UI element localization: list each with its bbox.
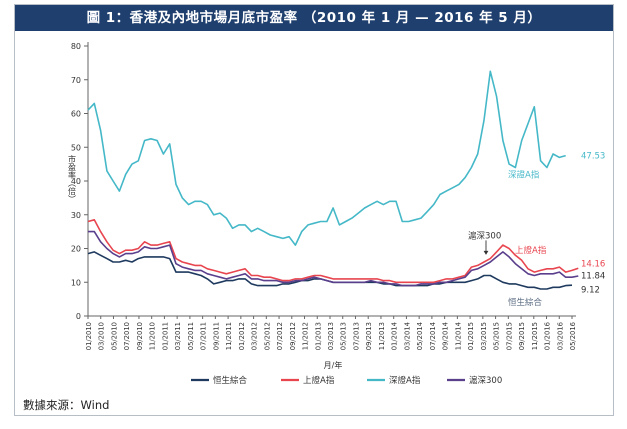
inline-label-shanghai: 上證A指	[515, 245, 547, 256]
legend-label-恒生綜合: 恒生綜合	[213, 375, 248, 386]
x-tick-label: 03/2012	[251, 322, 259, 350]
x-tick-label: 11/2010	[149, 322, 157, 350]
x-tick-label: 11/2012	[302, 322, 310, 350]
x-tick-label: 11/2013	[378, 322, 386, 350]
y-tick-label: 0	[76, 312, 81, 321]
x-tick-label: 01/2016	[544, 322, 552, 350]
x-axis-label: 月/年	[324, 360, 343, 370]
data-source: 數據來源：Wind	[23, 398, 110, 412]
end-label-shanghai: 14.16	[581, 260, 605, 270]
x-tick-label: 11/2011	[225, 322, 233, 350]
x-tick-label: 05/2010	[110, 322, 118, 350]
x-tick-label: 03/2015	[480, 322, 488, 350]
x-tick-label: 05/2015	[493, 322, 501, 350]
y-tick-label: 10	[71, 278, 81, 287]
x-tick-label: 07/2014	[429, 322, 437, 350]
x-tick-label: 03/2011	[174, 322, 182, 350]
x-tick-label: 11/2015	[531, 322, 539, 350]
y-axis-label: 市盈率（倍）	[68, 154, 77, 203]
end-label-shenzhen: 47.53	[581, 152, 605, 162]
x-tick-label: 05/2014	[416, 322, 424, 350]
x-tick-label: 11/2014	[454, 322, 462, 350]
x-tick-label: 09/2014	[442, 322, 450, 350]
x-tick-label: 07/2010	[123, 322, 131, 350]
x-tick-label: 09/2010	[136, 322, 144, 350]
series-line-深證A指	[87, 70, 566, 246]
x-tick-label: 03/2014	[403, 322, 411, 350]
x-tick-label: 03/2016	[556, 322, 564, 350]
y-tick-label: 40	[71, 177, 81, 186]
x-tick-label: 05/2016	[569, 322, 577, 350]
x-tick-label: 07/2012	[276, 322, 284, 350]
axes-group: 0 10 20 30 40 50 60 70 80 市盈率（倍） 01/2010 03/2010 05/…	[68, 42, 577, 370]
series-line-滬深300	[88, 230, 579, 287]
annotation-hs300-text: 滬深300	[468, 231, 501, 242]
y-tick-label: 60	[71, 110, 81, 119]
series-line-上證A指	[87, 219, 579, 284]
chart-title: 圖 1：香港及內地市場月底市盈率 （2010 年 1 月 — 2016 年 5 …	[15, 5, 613, 31]
series-group	[87, 70, 579, 290]
y-tick-label: 20	[71, 245, 81, 254]
chart-svg: 0 10 20 30 40 50 60 70 80 市盈率（倍） 01/2010 03/2010 05/…	[68, 42, 605, 386]
x-tick-label: 01/2014	[391, 322, 399, 350]
x-tick-label: 05/2011	[187, 322, 195, 350]
y-tick-label: 70	[71, 76, 81, 85]
legend-label-滬深300: 滬深300	[469, 375, 502, 386]
x-tick-label: 05/2013	[340, 322, 348, 350]
x-tick-label: 01/2012	[238, 322, 246, 350]
x-tick-label: 09/2012	[289, 322, 297, 350]
x-tick-label: 03/2013	[327, 322, 335, 350]
series-line-恒生綜合	[87, 251, 573, 290]
x-tick-label: 01/2013	[314, 322, 322, 350]
legend-label-深證A指: 深證A指	[389, 375, 421, 386]
x-tick-label: 07/2015	[505, 322, 513, 350]
legend-group: 恒生綜合 上證A指 深證A指 滬深300	[191, 375, 502, 386]
x-tick-label: 09/2015	[518, 322, 526, 350]
x-tick-label: 01/2010	[85, 322, 93, 350]
x-tick-label: 05/2012	[263, 322, 271, 350]
y-tick-label: 30	[71, 211, 81, 220]
y-tick-label: 80	[71, 42, 81, 51]
inline-label-shenzhen: 深證A指	[508, 169, 540, 180]
x-tick-label: 03/2010	[98, 322, 106, 350]
x-tick-label: 09/2013	[365, 322, 373, 350]
x-tick-label: 07/2013	[352, 322, 360, 350]
end-label-hsci: 9.12	[581, 286, 600, 296]
y-tick-label: 50	[71, 143, 81, 152]
chart-frame: 圖 1：香港及內地市場月底市盈率 （2010 年 1 月 — 2016 年 5 …	[14, 4, 614, 416]
legend-label-上證A指: 上證A指	[303, 375, 335, 386]
annotation-arrow-head	[483, 250, 489, 255]
x-tick-label: 09/2011	[212, 322, 220, 350]
x-tick-label: 07/2011	[200, 322, 208, 350]
x-tick-label: 01/2015	[467, 322, 475, 350]
x-tick-label: 01/2011	[161, 322, 169, 350]
end-label-hs300: 11.84	[581, 272, 605, 282]
inline-label-hsci: 恒生綜合	[508, 297, 543, 308]
